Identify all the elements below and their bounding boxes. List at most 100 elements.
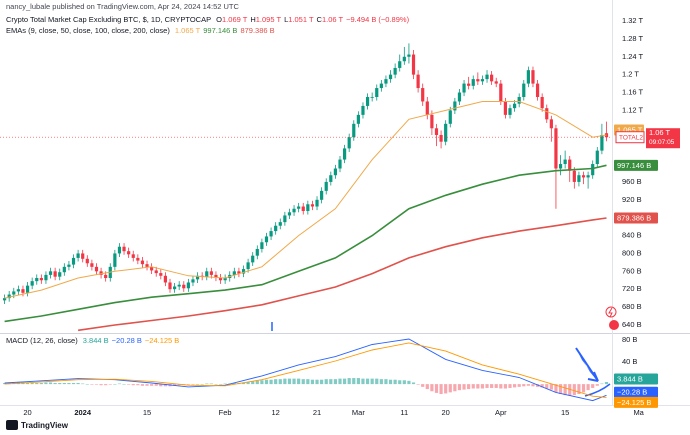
candle-body bbox=[503, 101, 508, 115]
x-tick-label: 12 bbox=[272, 408, 280, 417]
histogram-bar bbox=[485, 384, 489, 388]
candle-body bbox=[260, 242, 264, 249]
candle-body bbox=[490, 74, 494, 82]
histogram-bar bbox=[586, 384, 590, 391]
histogram-bar bbox=[503, 384, 508, 389]
histogram-bar bbox=[480, 384, 485, 389]
y-tick-label: 40 B bbox=[622, 357, 637, 366]
histogram-bar bbox=[25, 383, 30, 385]
candle-body bbox=[494, 81, 498, 84]
candle-body bbox=[581, 175, 586, 178]
histogram-bar bbox=[53, 383, 57, 385]
histogram-bar bbox=[131, 384, 135, 386]
x-tick-label: Mar bbox=[352, 408, 365, 417]
histogram-bar bbox=[600, 383, 604, 385]
candle-body bbox=[12, 291, 16, 295]
histogram-bar bbox=[393, 379, 397, 385]
candle-body bbox=[329, 175, 333, 182]
ohlc-value: 1.06 T bbox=[321, 15, 344, 24]
candle-body bbox=[333, 168, 338, 176]
histogram-bar bbox=[195, 384, 200, 385]
histogram-bar bbox=[568, 384, 572, 396]
ohlc-key: C bbox=[316, 15, 322, 24]
histogram-bar bbox=[581, 384, 586, 393]
candle-body bbox=[297, 206, 301, 209]
histogram-bar bbox=[246, 381, 250, 385]
histogram-bar bbox=[260, 380, 264, 385]
histogram-bar bbox=[292, 378, 296, 385]
publisher: nancy_lubale published on TradingView.co… bbox=[6, 2, 239, 11]
ema-value: 997.146 B bbox=[203, 26, 238, 35]
candle-body bbox=[384, 79, 388, 84]
histogram-bar bbox=[540, 384, 544, 388]
macd-value: −24.125 B bbox=[144, 336, 180, 345]
histogram-bar bbox=[467, 384, 471, 390]
y-tick-label: 1.24 T bbox=[622, 52, 644, 61]
candle-body bbox=[131, 254, 135, 258]
histogram-bar bbox=[58, 383, 62, 385]
histogram-bar bbox=[108, 384, 112, 385]
y-tick-label: 760 B bbox=[622, 266, 642, 275]
candle-body bbox=[274, 225, 278, 232]
macd-end-label-box bbox=[614, 386, 658, 398]
ohlc-key: H bbox=[250, 15, 256, 24]
histogram-bar bbox=[494, 384, 498, 388]
histogram-bar bbox=[81, 383, 85, 385]
histogram-bar bbox=[526, 384, 530, 386]
candle-body bbox=[356, 114, 360, 124]
candle-body bbox=[30, 281, 34, 286]
logo-icon bbox=[6, 420, 18, 430]
candle-body bbox=[485, 74, 489, 80]
y-tick-label: 800 B bbox=[622, 248, 642, 257]
histogram-bar bbox=[186, 384, 190, 385]
histogram-bar bbox=[306, 379, 310, 385]
candle-body bbox=[76, 253, 80, 258]
histogram-bar bbox=[2, 383, 7, 385]
histogram-bar bbox=[411, 382, 416, 385]
candle-body bbox=[25, 285, 30, 293]
x-tick-label: 15 bbox=[143, 408, 151, 417]
candle-body bbox=[545, 108, 549, 120]
last-price-box bbox=[646, 128, 680, 149]
candle-body bbox=[586, 175, 590, 178]
candle-body bbox=[53, 271, 57, 277]
symbol-tag-box bbox=[615, 131, 645, 144]
candle-body bbox=[44, 274, 48, 281]
histogram-bar bbox=[342, 378, 347, 385]
ema-line bbox=[4, 164, 607, 323]
histogram-bar bbox=[425, 384, 429, 390]
ema-end-label: 1.065 T bbox=[617, 125, 643, 134]
candle-body bbox=[549, 119, 553, 129]
candle-body bbox=[535, 83, 540, 97]
histogram-bar bbox=[320, 379, 324, 385]
candle-body bbox=[90, 263, 94, 267]
candle-body bbox=[315, 199, 319, 207]
histogram-bar bbox=[375, 378, 379, 385]
histogram-bar bbox=[444, 384, 448, 394]
x-tick-label: 2024 bbox=[74, 408, 92, 417]
candle-body bbox=[467, 83, 471, 86]
histogram-bar bbox=[407, 380, 411, 385]
histogram-bar bbox=[205, 383, 209, 385]
macd-line bbox=[4, 338, 607, 402]
candle-body bbox=[255, 248, 259, 256]
histogram-bar bbox=[324, 379, 328, 385]
x-tick-label: Feb bbox=[219, 408, 232, 417]
histogram-bar bbox=[191, 384, 195, 385]
candle-body bbox=[7, 294, 11, 299]
histogram-bar bbox=[154, 384, 158, 386]
candle-body bbox=[117, 246, 122, 254]
histogram-bar bbox=[384, 379, 388, 385]
candle-body bbox=[563, 159, 567, 165]
histogram-bar bbox=[297, 378, 301, 385]
histogram-bar bbox=[140, 384, 145, 386]
candle-body bbox=[35, 278, 39, 282]
histogram-bar bbox=[379, 379, 383, 385]
x-tick-label: 11 bbox=[400, 408, 408, 417]
candle-body bbox=[499, 83, 503, 102]
x-tick-label: Ma bbox=[633, 408, 644, 417]
y-tick-label: 840 B bbox=[622, 231, 642, 240]
candle-body bbox=[237, 271, 241, 274]
histogram-bar bbox=[421, 384, 425, 387]
candle-body bbox=[292, 208, 296, 213]
